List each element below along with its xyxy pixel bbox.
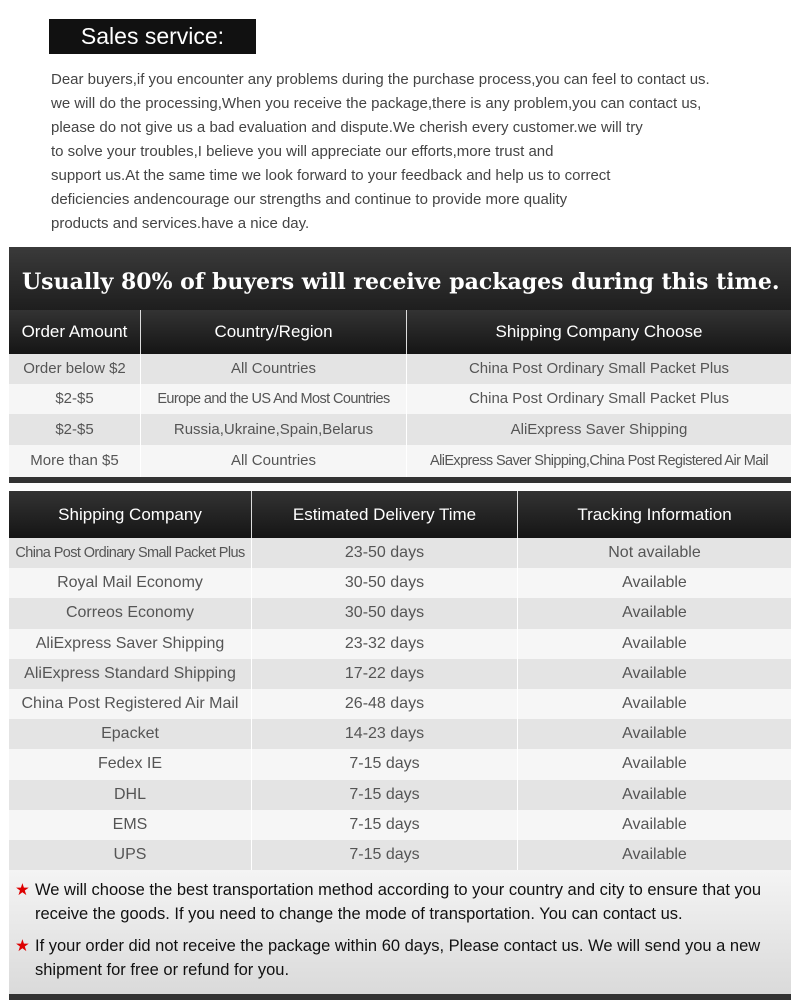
note-text: If your order did not receive the packag…: [35, 937, 761, 980]
table-cell: Europe and the US And Most Countries: [141, 384, 407, 414]
table-cell: 17-22 days: [252, 658, 518, 689]
table-cell: 23-50 days: [252, 538, 518, 569]
column-header: Order Amount: [9, 310, 141, 354]
intro-line: please do not give us a bad evaluation a…: [51, 119, 643, 136]
table-cell: Royal Mail Economy: [9, 568, 252, 599]
table-row: More than $5 All Countries AliExpress Save…: [9, 445, 791, 477]
table-cell: Available: [622, 694, 687, 712]
table-cell: All Countries: [141, 354, 407, 384]
table-row: AliExpress Standard Shipping 17-22 days Av…: [9, 658, 791, 689]
table-row: $2-$5 Europe and the US And Most Countrie…: [9, 384, 791, 414]
table-row: EMS 7-15 days Available: [9, 809, 791, 840]
table-cell: 30-50 days: [252, 598, 518, 629]
column-header: Shipping Company: [9, 491, 252, 538]
table-header: Shipping Company Estimated Delivery Time T…: [9, 491, 791, 538]
table-cell: Available: [622, 815, 687, 833]
table-cell: Available: [622, 785, 687, 803]
table-cell: Not available: [608, 544, 701, 561]
table-cell: Epacket: [9, 719, 252, 750]
intro-line: deficiencies andencourage our strengths …: [51, 191, 568, 208]
notes: ★ We will choose the best transportation …: [9, 870, 791, 995]
sales-service-title: Sales service:: [49, 19, 256, 54]
table-row: AliExpress Saver Shipping 23-32 days Avail…: [9, 628, 791, 659]
note-item: ★ If your order did not receive the packa…: [15, 934, 791, 982]
table-cell: 30-50 days: [252, 568, 518, 599]
table-cell: Available: [622, 574, 687, 592]
table-row: China Post Registered Air Mail 26-48 days…: [9, 688, 791, 720]
table-cell: Correos Economy: [9, 598, 252, 629]
table-cell: Russia,Ukraine,Spain,Belarus: [141, 414, 407, 445]
table-cell: $2-$5: [9, 414, 141, 445]
table-cell: AliExpress Saver Shipping: [510, 421, 688, 438]
table-row: Epacket 14-23 days Available: [9, 719, 791, 750]
intro-line: support us.At the same time we look forw…: [51, 167, 611, 184]
intro-line: products and services.have a nice day.: [51, 215, 310, 232]
column-header: Estimated Delivery Time: [252, 491, 518, 538]
intro-text: Dear buyers,if you encounter any problem…: [51, 68, 710, 236]
table-cell: AliExpress Saver Shipping,China Post Reg…: [430, 453, 769, 469]
star-icon: ★: [15, 881, 30, 900]
table-row: Order below $2 All Countries China Post Or…: [9, 354, 791, 384]
table-cell: China Post Ordinary Small Packet Plus: [9, 538, 252, 569]
column-header: Shipping Company Choose: [495, 322, 703, 341]
note-text: We will choose the best transportation m…: [35, 881, 762, 924]
column-header: Country/Region: [141, 310, 407, 354]
table-cell: 14-23 days: [252, 719, 518, 750]
table-row: $2-$5 Russia,Ukraine,Spain,Belarus AliExpr…: [9, 414, 791, 445]
intro-line: to solve your troubles,I believe you wil…: [51, 143, 554, 160]
table-cell: $2-$5: [9, 384, 141, 414]
intro-line: we will do the processing,When you recei…: [51, 95, 702, 112]
table-cell: 7-15 days: [252, 749, 518, 780]
table-cell: China Post Ordinary Small Packet Plus: [468, 390, 730, 407]
table-cell: Fedex IE: [9, 749, 252, 780]
divider: [9, 477, 791, 483]
star-icon: ★: [15, 937, 30, 956]
table-cell: AliExpress Standard Shipping: [9, 658, 252, 689]
shipping-company-table: Shipping Company Estimated Delivery Time T…: [9, 491, 791, 1000]
table-cell: 7-15 days: [252, 779, 518, 810]
order-amount-table: Usually 80% of buyers will receive packa…: [9, 247, 791, 483]
table-cell: 23-32 days: [252, 628, 518, 659]
table-header: Order Amount Country/Region Shipping Compa…: [9, 310, 791, 354]
note-item: ★ We will choose the best transportation …: [15, 878, 791, 926]
table-row: Fedex IE 7-15 days Available: [9, 749, 791, 780]
table-cell: Available: [622, 634, 687, 652]
table-cell: EMS: [9, 809, 252, 840]
table-title: Usually 80% of buyers will receive packa…: [9, 247, 791, 310]
table-row: Correos Economy 30-50 days Available: [9, 598, 791, 629]
table-cell: Available: [622, 604, 687, 622]
table-cell: China Post Registered Air Mail: [9, 688, 252, 720]
table-cell: Order below $2: [9, 354, 141, 384]
divider: [9, 994, 791, 1000]
table-cell: Available: [622, 845, 687, 863]
table-cell: DHL: [9, 779, 252, 810]
table-cell: Available: [622, 755, 687, 773]
table-cell: UPS: [9, 839, 252, 871]
table-cell: China Post Ordinary Small Packet Plus: [468, 360, 730, 377]
table-cell: Available: [622, 725, 687, 743]
table-cell: All Countries: [141, 445, 407, 477]
table-cell: 7-15 days: [252, 809, 518, 840]
table-row: China Post Ordinary Small Packet Plus 23-…: [9, 538, 791, 569]
table-cell: 26-48 days: [252, 688, 518, 720]
intro-line: Dear buyers,if you encounter any problem…: [51, 71, 710, 88]
column-header: Tracking Information: [577, 505, 732, 524]
table-cell: Available: [622, 664, 687, 682]
table-row: Royal Mail Economy 30-50 days Available: [9, 568, 791, 599]
table-cell: 7-15 days: [252, 839, 518, 871]
table-cell: AliExpress Saver Shipping: [9, 628, 252, 659]
table-cell: More than $5: [9, 445, 141, 477]
table-row: DHL 7-15 days Available: [9, 779, 791, 810]
table-row: UPS 7-15 days Available: [9, 839, 791, 871]
